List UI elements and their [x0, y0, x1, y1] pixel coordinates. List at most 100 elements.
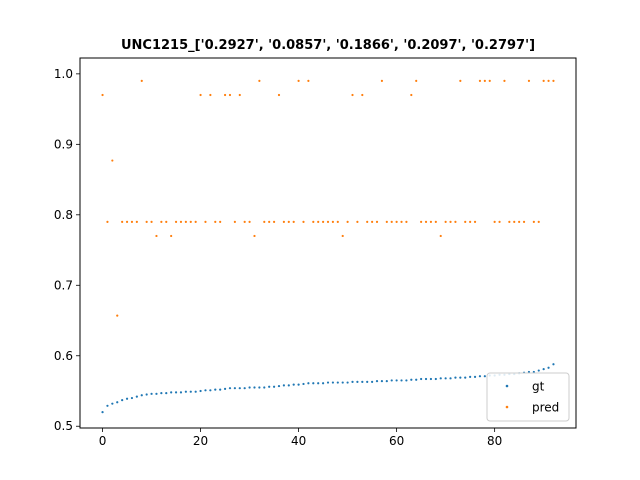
gt-point [336, 381, 339, 384]
gt-point [415, 378, 418, 381]
y-tick-label: 0.6 [54, 349, 73, 363]
gt-point [375, 380, 379, 383]
gt-point [429, 377, 433, 381]
pred-point [263, 220, 266, 223]
pred-point [189, 220, 192, 223]
gt-point [385, 380, 388, 383]
pred-point [258, 79, 261, 83]
gt-point [145, 393, 148, 396]
pred-point [371, 220, 374, 223]
gt-point [199, 389, 202, 393]
pred-point [508, 220, 511, 223]
gt-point [165, 392, 168, 395]
gt-point [302, 382, 305, 386]
pred-point [429, 220, 433, 223]
pred-point [498, 220, 501, 223]
pred-point [420, 220, 423, 223]
gt-point [390, 379, 393, 382]
gt-point [356, 380, 359, 383]
pred-point [135, 220, 138, 223]
gt-point [552, 363, 555, 366]
legend-label-pred: pred [532, 401, 559, 415]
x-tick-label: 60 [389, 434, 404, 448]
pred-point [238, 93, 241, 97]
series-pred [101, 79, 555, 317]
pred-point [434, 220, 437, 223]
gt-point [542, 368, 545, 371]
gt-point [473, 375, 477, 379]
pred-point [277, 93, 281, 97]
pred-point [312, 220, 315, 223]
pred-point [439, 234, 442, 238]
pred-point [464, 220, 467, 223]
pred-point [223, 93, 227, 97]
pred-point [209, 93, 212, 97]
pred-point [170, 234, 173, 238]
gt-point [130, 396, 134, 400]
pred-point [331, 220, 335, 223]
pred-point [405, 220, 408, 223]
gt-point [297, 383, 300, 386]
pred-point [174, 220, 178, 223]
pred-point [228, 93, 232, 97]
gt-point [116, 401, 119, 404]
gt-point [478, 375, 482, 378]
legend-marker-pred [505, 405, 509, 409]
gt-point [400, 379, 403, 382]
pred-point [121, 220, 124, 223]
gt-point [125, 397, 129, 400]
pred-point [473, 220, 477, 223]
pred-point [268, 220, 271, 223]
pred-point [488, 79, 491, 83]
gt-point [317, 382, 320, 385]
pred-point [542, 79, 545, 83]
gt-point [351, 380, 354, 383]
pred-point [199, 93, 202, 97]
pred-point [243, 220, 246, 223]
gt-point [454, 376, 457, 379]
pred-point [522, 220, 526, 223]
gt-point [341, 381, 344, 384]
gt-point [248, 386, 251, 389]
pred-point [302, 220, 305, 223]
pred-point [155, 234, 158, 238]
pred-point [150, 220, 153, 223]
gt-point [459, 376, 462, 379]
pred-point [233, 220, 236, 223]
pred-point [130, 220, 134, 223]
gt-point [209, 389, 212, 392]
gt-point [444, 377, 447, 380]
pred-point [282, 220, 285, 223]
gt-point [194, 390, 197, 393]
pred-point [248, 220, 251, 223]
gt-point [321, 382, 325, 385]
pred-point [444, 220, 447, 223]
pred-point [214, 220, 217, 223]
gt-point [253, 386, 256, 389]
pred-point [140, 79, 143, 83]
legend-label-gt: gt [532, 380, 545, 394]
pred-point [307, 79, 310, 83]
gt-point [101, 411, 104, 414]
gt-point [469, 375, 472, 379]
gt-point [135, 395, 138, 398]
gt-point [434, 377, 437, 381]
gt-point [228, 387, 232, 390]
pred-point [380, 79, 384, 83]
pred-point [518, 220, 521, 223]
pred-point [400, 220, 403, 223]
x-tick-label: 80 [487, 434, 502, 448]
x-tick-label: 20 [193, 434, 208, 448]
gt-point [282, 384, 285, 387]
gt-point [483, 375, 486, 378]
gt-point [263, 386, 266, 389]
data-points [101, 79, 555, 414]
gt-point [464, 376, 467, 379]
gt-point [179, 391, 183, 394]
pred-point [351, 93, 354, 97]
gt-point [160, 392, 163, 395]
pred-point [513, 220, 516, 223]
pred-point [503, 79, 506, 83]
pred-point [292, 220, 295, 223]
gt-point [174, 391, 178, 394]
